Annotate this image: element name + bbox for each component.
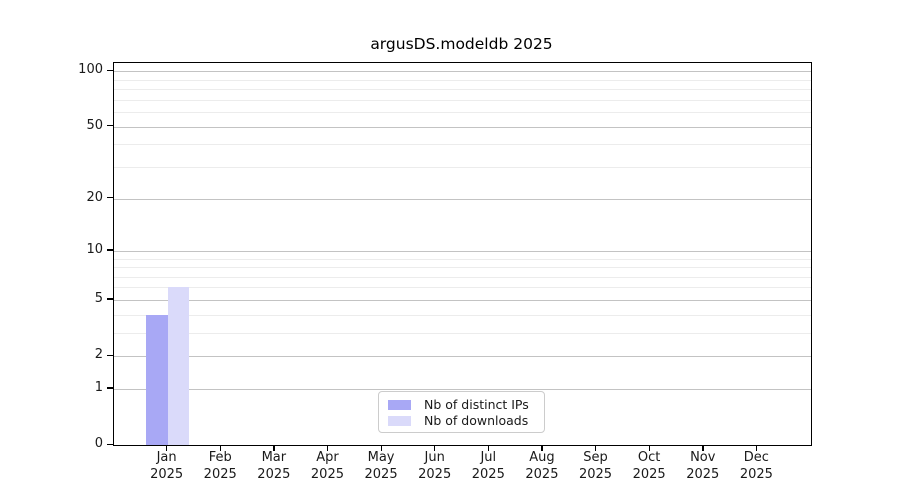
gridline-minor: [114, 287, 811, 289]
y-axis-tick: [107, 69, 113, 72]
x-tick-label: Aug 2025: [525, 450, 559, 482]
gridline-major: [114, 126, 811, 128]
bar-distinct-ips: [146, 314, 168, 445]
y-tick-label: 0: [94, 436, 103, 451]
gridline-minor: [114, 79, 811, 81]
y-tick-label: 1: [94, 379, 103, 395]
x-tick-label: Oct 2025: [632, 450, 666, 482]
y-tick-label: 2: [94, 347, 103, 363]
gridline-minor: [114, 112, 811, 114]
x-axis-tick: [541, 445, 543, 451]
legend-label-distinct-ips: Nb of distinct IPs: [424, 397, 529, 412]
gridline-minor: [114, 267, 811, 269]
gridline-major: [114, 71, 811, 73]
bar-downloads: [167, 287, 190, 445]
x-tick-label: Jul 2025: [471, 450, 505, 482]
x-tick-label: Jun 2025: [418, 450, 452, 482]
gridline-major: [114, 388, 811, 390]
legend-item-downloads: Nb of downloads: [388, 413, 536, 428]
x-tick-label: Mar 2025: [257, 450, 291, 482]
y-axis-tick: [107, 125, 113, 127]
legend-item-distinct-ips: Nb of distinct IPs: [388, 397, 536, 412]
gridline-minor: [114, 166, 811, 168]
x-tick-label: Sep 2025: [578, 450, 613, 482]
gridline-major: [114, 356, 811, 358]
x-tick-label: Nov 2025: [686, 450, 720, 482]
x-axis-tick: [434, 445, 436, 451]
gridline-major: [114, 250, 811, 252]
gridline-minor: [114, 258, 811, 260]
x-tick-label: Dec 2025: [739, 450, 773, 482]
plot-area: [113, 62, 812, 446]
legend-swatch-distinct-ips-icon: [388, 399, 411, 410]
gridline-minor: [114, 99, 811, 101]
gridline-minor: [114, 89, 811, 91]
gridline-minor: [114, 144, 811, 146]
y-tick-label: 50: [86, 117, 103, 133]
legend-swatch-downloads-icon: [388, 415, 411, 426]
x-axis-tick: [755, 445, 758, 451]
y-axis-tick: [107, 443, 113, 445]
x-axis-tick: [273, 445, 275, 451]
y-axis-tick: [107, 298, 113, 300]
gridline-major: [114, 198, 811, 200]
y-tick-label: 10: [86, 241, 103, 257]
x-tick-label: Jan 2025: [150, 450, 184, 482]
legend: Nb of distinct IPs Nb of downloads: [378, 391, 545, 433]
gridline-major: [114, 299, 811, 301]
y-axis-tick: [107, 249, 113, 251]
x-axis-tick: [595, 445, 597, 451]
y-tick-label: 100: [78, 62, 103, 78]
x-tick-label: Feb 2025: [203, 450, 237, 482]
y-axis-tick: [107, 197, 113, 199]
y-axis-tick: [107, 354, 113, 356]
x-tick-label: Apr 2025: [310, 450, 344, 482]
x-axis-tick: [380, 445, 382, 451]
x-axis-tick: [166, 445, 168, 451]
chart-title: argusDS.modeldb 2025: [370, 35, 553, 53]
x-axis-tick: [702, 445, 704, 451]
x-axis-tick: [326, 445, 329, 451]
y-tick-label: 5: [94, 290, 103, 306]
legend-label-downloads: Nb of downloads: [424, 413, 529, 428]
x-axis-tick: [487, 445, 490, 451]
x-tick-label: May 2025: [364, 450, 398, 482]
x-axis-tick: [219, 445, 222, 451]
gridline-minor: [114, 332, 811, 334]
x-axis-tick: [648, 445, 650, 451]
y-axis-tick: [107, 387, 113, 389]
y-tick-label: 20: [86, 189, 103, 205]
gridline-minor: [114, 314, 811, 316]
gridline-minor: [114, 276, 811, 278]
